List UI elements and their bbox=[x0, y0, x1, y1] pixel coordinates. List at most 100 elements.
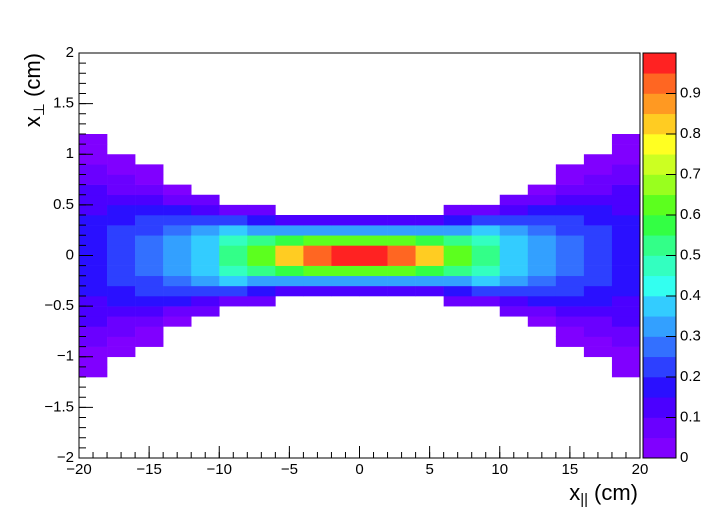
heat-cell bbox=[107, 265, 136, 277]
heat-cell bbox=[387, 235, 416, 246]
heat-cell bbox=[79, 326, 108, 337]
heat-cell bbox=[611, 225, 641, 236]
heat-cell bbox=[79, 174, 108, 185]
heat-cell bbox=[79, 235, 108, 246]
z-tick-label: 0.6 bbox=[680, 206, 701, 223]
heat-cell bbox=[79, 346, 108, 358]
heat-cell bbox=[191, 255, 220, 266]
heat-cell bbox=[527, 184, 557, 196]
heat-cell bbox=[79, 245, 108, 256]
heat-cell bbox=[555, 245, 585, 256]
heat-cell bbox=[135, 245, 164, 256]
heat-cell bbox=[583, 296, 613, 307]
heat-cell bbox=[527, 285, 557, 297]
z-tick-label: 0.2 bbox=[680, 368, 701, 385]
heat-cell bbox=[611, 326, 641, 337]
heat-cell bbox=[387, 285, 416, 297]
heat-cell bbox=[471, 296, 501, 307]
heat-cell bbox=[471, 285, 501, 297]
colorbar-band bbox=[643, 235, 676, 256]
heat-cell bbox=[163, 194, 192, 206]
x-tick-label: 20 bbox=[632, 461, 649, 478]
heat-cell bbox=[443, 275, 472, 287]
heat-cell bbox=[219, 235, 248, 246]
y-tick-label: 1.5 bbox=[53, 95, 74, 112]
heat-cell bbox=[527, 306, 557, 317]
heat-cell bbox=[359, 265, 388, 277]
heat-cell bbox=[135, 215, 164, 226]
z-tick-label: 0.9 bbox=[680, 84, 701, 101]
heat-cell bbox=[555, 285, 585, 297]
heat-cell bbox=[611, 134, 641, 145]
heat-cell bbox=[471, 245, 501, 256]
z-tick-label: 0.1 bbox=[680, 408, 701, 425]
colorbar-band bbox=[643, 275, 676, 297]
heat-cell bbox=[415, 275, 444, 287]
x-label-symbol: x bbox=[569, 480, 580, 505]
colorbar-band bbox=[643, 356, 676, 378]
heat-cell bbox=[387, 215, 416, 226]
heat-cell bbox=[135, 174, 164, 185]
heat-cell bbox=[247, 225, 276, 236]
colorbar-band bbox=[643, 154, 676, 175]
heat-cell bbox=[443, 235, 472, 246]
colorbar-band bbox=[643, 93, 676, 115]
colorbar-band bbox=[643, 336, 676, 358]
heat-cell bbox=[79, 366, 108, 378]
heat-cell bbox=[555, 184, 585, 196]
heat-cell bbox=[359, 285, 388, 297]
heat-cell bbox=[527, 296, 557, 307]
heat-cell bbox=[275, 285, 304, 297]
heat-cell bbox=[611, 255, 641, 266]
colorbar-band bbox=[643, 194, 676, 216]
heat-cell bbox=[79, 336, 108, 347]
heat-cell bbox=[611, 265, 641, 277]
heat-cell bbox=[443, 245, 472, 256]
heat-cell bbox=[387, 265, 416, 277]
heat-cell bbox=[79, 154, 108, 165]
x-tick-label: −10 bbox=[207, 461, 232, 478]
y-tick-label: 0.5 bbox=[53, 196, 74, 213]
x-tick-label: 15 bbox=[562, 461, 579, 478]
heat-cell bbox=[499, 255, 529, 266]
heat-cell bbox=[191, 265, 220, 277]
heat-cell bbox=[219, 245, 248, 256]
heat-cell bbox=[555, 235, 585, 246]
heat-cell bbox=[79, 316, 108, 327]
heat-cell bbox=[331, 255, 360, 266]
heat-cell bbox=[499, 215, 529, 226]
heat-cell bbox=[583, 316, 613, 327]
heat-cell bbox=[499, 296, 529, 307]
heat-cell bbox=[107, 164, 136, 175]
heat-cell bbox=[107, 275, 136, 287]
heat-cell bbox=[471, 235, 501, 246]
z-tick-label: 0.4 bbox=[680, 287, 701, 304]
z-tick-label: 0.3 bbox=[680, 327, 701, 344]
heat-cell bbox=[555, 194, 585, 206]
heat-cell bbox=[583, 235, 613, 246]
heat-cell bbox=[611, 245, 641, 256]
colorbar-band bbox=[643, 377, 676, 398]
heat-cell bbox=[135, 255, 164, 266]
heat-cell bbox=[247, 204, 276, 216]
heat-cell bbox=[107, 184, 136, 196]
heat-cell bbox=[359, 245, 388, 256]
heat-cell bbox=[583, 346, 613, 358]
heat-cell bbox=[79, 194, 108, 206]
heat-cell bbox=[555, 225, 585, 236]
heat-cell bbox=[135, 265, 164, 277]
heat-cell bbox=[611, 215, 641, 226]
colorbar-band bbox=[643, 134, 676, 155]
heat-cell bbox=[303, 275, 332, 287]
heat-cell bbox=[611, 144, 641, 155]
heat-cell bbox=[471, 275, 501, 287]
x-label-unit: (cm) bbox=[594, 480, 638, 505]
heat-cell bbox=[191, 285, 220, 297]
y-tick-label: −1 bbox=[57, 348, 74, 365]
heat-cell bbox=[79, 306, 108, 317]
heat-cell bbox=[219, 285, 248, 297]
heat-cell bbox=[555, 204, 585, 216]
heat-cell bbox=[611, 204, 641, 216]
heat-cell bbox=[471, 265, 501, 277]
heat-cell bbox=[163, 204, 192, 216]
